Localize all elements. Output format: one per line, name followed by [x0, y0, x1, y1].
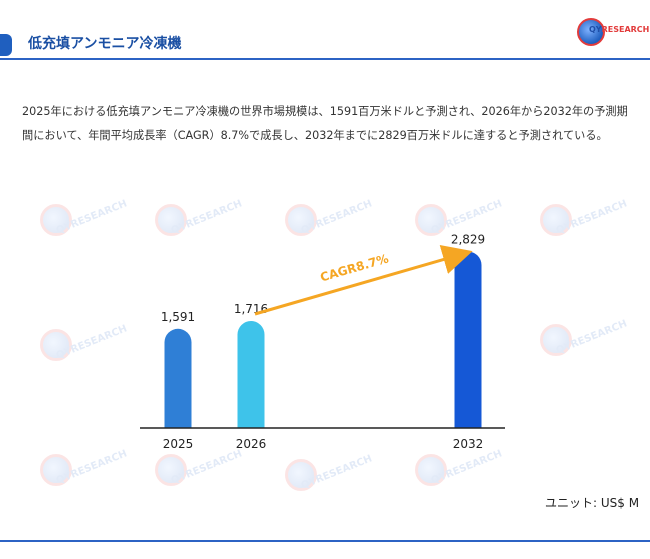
logo-text: QYRESEARCH	[589, 25, 650, 34]
x-tick-label-2026: 2026	[236, 437, 267, 451]
cagr-arrow	[254, 245, 473, 316]
bar-2025	[164, 328, 192, 428]
market-description: 2025年における低充填アンモニア冷凍機の世界市場規模は、1591百万米ドルと予…	[22, 105, 628, 142]
qyresearch-logo: QYRESEARCH	[573, 12, 649, 56]
header-accent-tab	[0, 34, 12, 56]
globe-icon	[577, 18, 605, 46]
value-label-2026: 1,716	[234, 302, 268, 316]
value-label-2025: 1,591	[161, 310, 195, 324]
value-label-2032: 2,829	[451, 233, 485, 247]
bar-2026	[237, 321, 265, 428]
x-tick-label-2032: 2032	[453, 437, 484, 451]
header-divider	[0, 58, 650, 60]
bar-2032	[454, 251, 482, 428]
x-tick-label-2025: 2025	[163, 437, 194, 451]
cagr-arrow-layer: CAGR8.7%	[254, 245, 473, 316]
footer-divider	[0, 540, 650, 542]
page-title: 低充填アンモニア冷凍機	[28, 36, 182, 52]
bar-series: 1,591 2025 1,716 2026 2,829 2032	[161, 233, 485, 451]
unit-label: ユニット: US$ M	[545, 496, 640, 510]
